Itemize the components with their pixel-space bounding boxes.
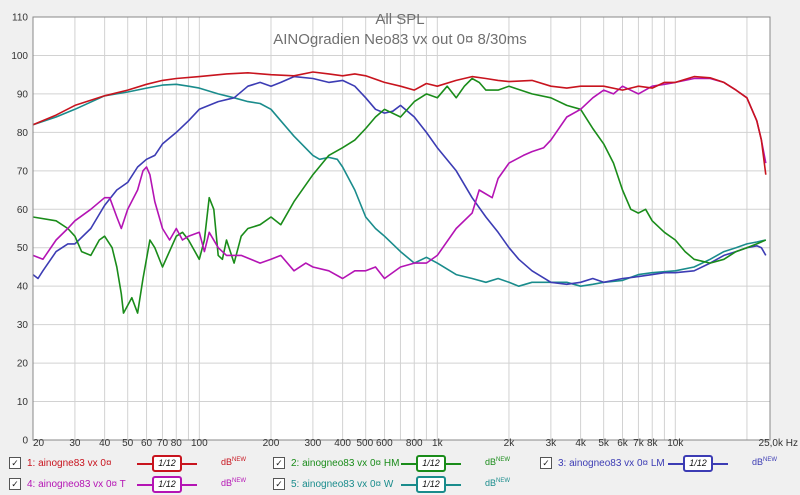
legend: ✓ 1: ainogne83 vx 0¤ 1/12 dBNEW ✓ 2: ainogneo… — [0, 448, 800, 495]
legend-checkbox[interactable]: ✓ — [540, 457, 552, 469]
legend-item-4: ✓ 4: ainogneo83 vx 0¤ T 1/12 dBNEW — [9, 474, 264, 494]
legend-label: 5: ainogneo83 vx 0¤ W — [291, 478, 394, 490]
smoothing-label: 1/12 — [152, 455, 182, 472]
legend-item-3: ✓ 3: ainogneo83 vx 0¤ LM 1/12 dBNEW — [540, 453, 795, 473]
series-line-5 — [32, 83, 766, 287]
legend-unit: dBNEW — [485, 478, 510, 488]
legend-checkbox[interactable]: ✓ — [273, 478, 285, 490]
smoothing-selector[interactable]: 1/12 — [137, 455, 197, 472]
y-tick-label: 10 — [17, 397, 29, 408]
legend-unit-text: dB — [221, 478, 233, 488]
y-tick-label: 80 — [17, 128, 29, 139]
series-lines — [32, 71, 767, 314]
x-tick-label: 2k — [504, 438, 516, 448]
chart-subtitle: AINOgradien Neo83 vx out 0¤ 8/30ms — [273, 31, 526, 48]
x-tick-label: 30 — [69, 438, 81, 448]
y-tick-label: 70 — [17, 166, 29, 177]
legend-unit-sup: NEW — [232, 478, 247, 484]
x-tick-label: 70 — [157, 438, 169, 448]
x-tick-label: 800 — [406, 438, 423, 448]
x-tick-label: 300 — [305, 438, 322, 448]
x-tick-label: 25,0k Hz — [759, 438, 798, 448]
legend-unit-sup: NEW — [496, 478, 511, 484]
legend-label: 4: ainogneo83 vx 0¤ T — [27, 478, 126, 490]
legend-unit-sup: NEW — [763, 457, 778, 463]
x-tick-label: 1k — [432, 438, 444, 448]
y-axis-ticks: 0 10 20 30 40 50 60 70 80 90 100 110 — [11, 13, 28, 447]
legend-unit: dBNEW — [485, 457, 510, 467]
x-tick-label: 50 — [122, 438, 134, 448]
x-tick-label: 4k — [575, 438, 587, 448]
smoothing-selector[interactable]: 1/12 — [137, 476, 197, 493]
legend-unit: dBNEW — [221, 478, 246, 488]
x-tick-label: 7k — [633, 438, 645, 448]
y-tick-label: 40 — [17, 282, 29, 293]
x-tick-label: 100 — [191, 438, 208, 448]
legend-unit-text: dB — [485, 457, 497, 467]
x-tick-label: 8k — [647, 438, 659, 448]
series-line-1 — [32, 71, 767, 175]
legend-checkbox[interactable]: ✓ — [9, 478, 21, 490]
x-tick-label: 5k — [598, 438, 610, 448]
legend-label: 2: ainogneo83 vx 0¤ HM — [291, 457, 400, 469]
y-tick-label: 100 — [11, 51, 28, 62]
legend-item-2: ✓ 2: ainogneo83 vx 0¤ HM 1/12 dBNEW — [273, 453, 528, 473]
smoothing-label: 1/12 — [152, 476, 182, 493]
smoothing-label: 1/12 — [416, 455, 446, 472]
y-tick-label: 30 — [17, 320, 29, 331]
x-tick-label: 500 600 — [357, 438, 394, 448]
legend-unit-text: dB — [485, 478, 497, 488]
x-tick-label: 6k — [617, 438, 629, 448]
y-tick-label: 0 — [22, 436, 28, 447]
chart-title: All SPL — [375, 11, 424, 28]
legend-item-5: ✓ 5: ainogneo83 vx 0¤ W 1/12 dBNEW — [273, 474, 528, 494]
legend-unit: dBNEW — [221, 457, 246, 467]
y-tick-label: 110 — [12, 13, 28, 24]
smoothing-selector[interactable]: 1/12 — [401, 476, 461, 493]
x-tick-label: 10k — [667, 438, 684, 448]
y-tick-label: 90 — [17, 89, 29, 100]
y-tick-label: 20 — [17, 359, 29, 370]
x-tick-label: 200 — [263, 438, 280, 448]
y-tick-label: 50 — [17, 243, 29, 254]
x-tick-label: 60 — [141, 438, 153, 448]
x-tick-label: 3k — [546, 438, 558, 448]
legend-unit-text: dB — [752, 457, 764, 467]
legend-unit-sup: NEW — [232, 457, 247, 463]
smoothing-selector[interactable]: 1/12 — [668, 455, 728, 472]
y-tick-label: 60 — [17, 205, 29, 216]
series-line-3 — [32, 75, 767, 286]
x-tick-label: 40 — [99, 438, 111, 448]
x-axis-ticks: 20 30 40 50 60 70 80 100 200 300 400 500 600 800 1k 2k… — [33, 438, 798, 448]
x-tick-label: 20 — [33, 438, 45, 448]
legend-checkbox[interactable]: ✓ — [273, 457, 285, 469]
legend-unit-text: dB — [221, 457, 233, 467]
x-tick-label: 400 — [334, 438, 351, 448]
legend-unit-sup: NEW — [496, 457, 511, 463]
series-line-2 — [32, 77, 767, 314]
plot-border — [32, 16, 771, 441]
x-tick-label: 80 — [171, 438, 183, 448]
smoothing-label: 1/12 — [683, 455, 713, 472]
smoothing-selector[interactable]: 1/12 — [401, 455, 461, 472]
legend-checkbox[interactable]: ✓ — [9, 457, 21, 469]
smoothing-label: 1/12 — [416, 476, 446, 493]
legend-label: 3: ainogneo83 vx 0¤ LM — [558, 457, 665, 469]
legend-item-1: ✓ 1: ainogne83 vx 0¤ 1/12 dBNEW — [9, 453, 264, 473]
legend-label: 1: ainogne83 vx 0¤ — [27, 457, 112, 469]
legend-unit: dBNEW — [752, 457, 777, 467]
